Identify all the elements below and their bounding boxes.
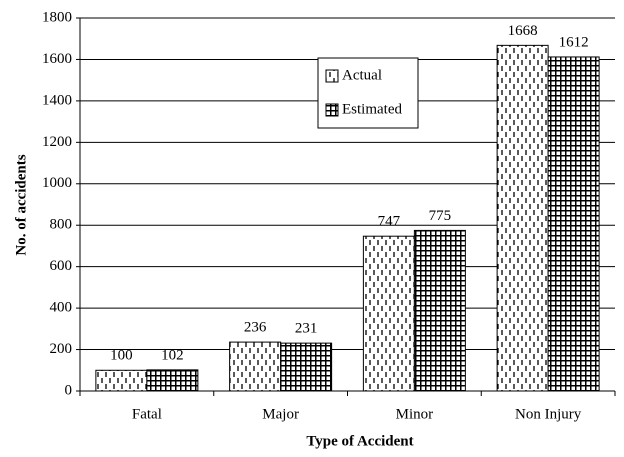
x-axis-title: Type of Accident — [306, 433, 413, 449]
x-tick-label: Non Injury — [515, 406, 582, 422]
y-tick-label: 600 — [50, 258, 73, 274]
data-label: 231 — [295, 321, 318, 337]
bar — [95, 369, 148, 392]
bar — [280, 342, 333, 392]
x-tick-label: Fatal — [132, 406, 162, 422]
data-label: 100 — [110, 348, 133, 364]
legend-label: Actual — [342, 67, 382, 83]
data-label: 236 — [244, 320, 267, 336]
data-label: 1668 — [508, 23, 538, 39]
y-tick-label: 1200 — [42, 134, 72, 150]
bar — [413, 229, 466, 392]
legend-label: Estimated — [342, 101, 402, 117]
data-label: 102 — [161, 347, 184, 363]
bar — [496, 44, 549, 392]
y-tick-label: 400 — [50, 300, 73, 316]
bar — [229, 341, 282, 392]
x-tick-label: Major — [262, 406, 299, 422]
x-tick-label: Minor — [396, 406, 434, 422]
y-tick-label: 200 — [50, 341, 73, 357]
bar — [362, 235, 415, 392]
y-tick-label: 1800 — [42, 9, 72, 25]
y-tick-label: 1400 — [42, 92, 72, 108]
y-axis-title: No. of accidents — [13, 154, 29, 255]
data-label: 775 — [429, 208, 452, 224]
legend-swatch — [325, 69, 339, 83]
bar — [547, 56, 600, 392]
y-tick-label: 0 — [65, 382, 73, 398]
y-tick-label: 1600 — [42, 51, 72, 67]
data-label: 1612 — [559, 34, 589, 50]
bar — [146, 369, 199, 392]
data-label: 747 — [378, 214, 401, 230]
legend-swatch — [325, 103, 339, 117]
y-tick-label: 800 — [50, 217, 73, 233]
y-tick-label: 1000 — [42, 175, 72, 191]
